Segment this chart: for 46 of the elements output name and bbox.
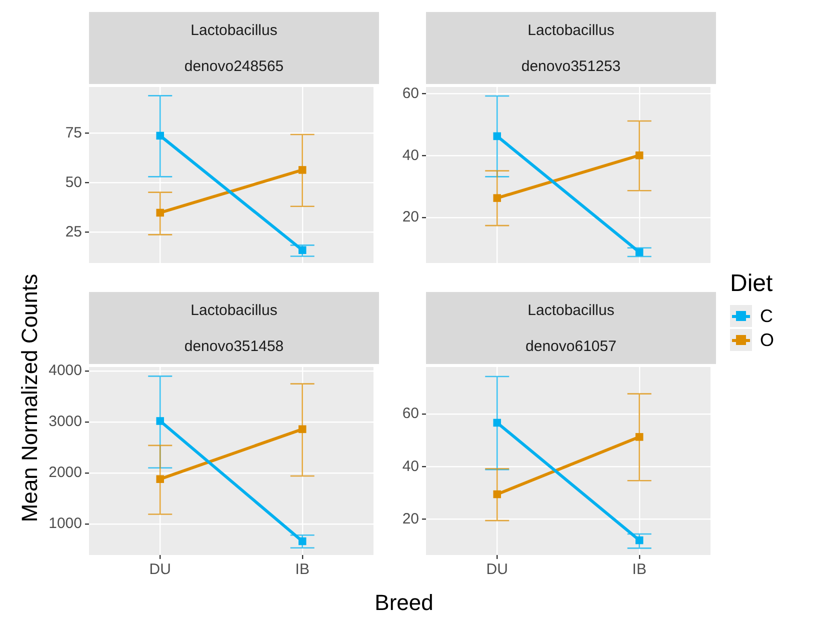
point	[298, 537, 306, 546]
chart-subtitle: denovo351253	[520, 58, 622, 75]
chart-title: Lactobacillus	[526, 22, 616, 39]
point	[493, 194, 502, 202]
y-tick-label: 3000	[48, 413, 82, 430]
y-tick-label: 60	[402, 84, 419, 102]
chart-subtitle: denovo351458	[183, 338, 285, 355]
y-axis-title: Mean Normalized Counts	[17, 274, 43, 522]
point	[493, 418, 502, 427]
chart-subtitle: denovo248565	[183, 58, 285, 75]
point	[156, 132, 164, 140]
x-tick-label: DU	[486, 561, 508, 578]
y-tick-label: 25	[65, 223, 82, 240]
y-tick-label: 4000	[48, 362, 82, 380]
point	[635, 433, 644, 441]
legend-label: O	[760, 330, 774, 350]
y-tick-label: 50	[65, 174, 82, 191]
point	[156, 208, 164, 217]
point	[298, 425, 306, 434]
chart-title: Lactobacillus	[526, 302, 616, 319]
point	[635, 151, 644, 160]
y-tick-label: 40	[402, 458, 419, 475]
chart-title: Lactobacillus	[190, 22, 278, 39]
point	[298, 166, 306, 174]
point	[156, 475, 164, 483]
legend-title: Diet	[730, 270, 774, 298]
point	[493, 132, 502, 140]
point	[493, 490, 502, 498]
y-tick-label: 60	[402, 405, 419, 422]
legend-label: C	[760, 306, 773, 326]
point	[635, 248, 644, 256]
y-tick-label: 1000	[48, 515, 82, 532]
point	[298, 246, 306, 254]
x-tick-label: DU	[149, 561, 171, 578]
x-axis-title: Breed	[374, 590, 434, 616]
y-tick-label: 2000	[48, 464, 82, 482]
x-tick-label: IB	[632, 561, 646, 578]
point	[635, 536, 644, 544]
chart-subtitle: denovo61057	[524, 338, 618, 355]
y-tick-label: 20	[402, 208, 419, 226]
chart-title: Lactobacillus	[190, 302, 278, 319]
point	[156, 417, 164, 425]
y-tick-label: 75	[65, 124, 82, 142]
x-tick-label: IB	[295, 561, 310, 578]
y-tick-label: 20	[402, 510, 419, 528]
y-tick-label: 40	[402, 146, 419, 164]
